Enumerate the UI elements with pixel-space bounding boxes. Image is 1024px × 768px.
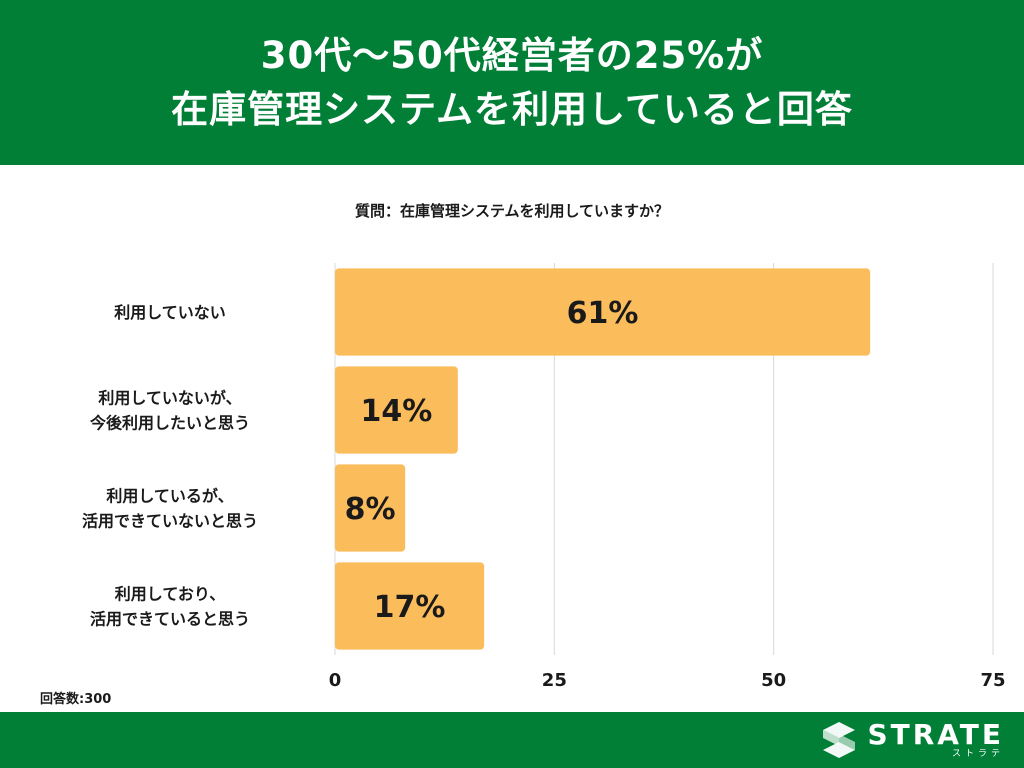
category-label-4-line2: 活用できていると思う xyxy=(90,610,250,629)
response-count: 回答数:300 xyxy=(40,692,112,707)
footer-banner: STRATE ストラテ xyxy=(0,712,1024,768)
strate-logo-icon xyxy=(823,722,856,758)
bar-2 xyxy=(335,366,458,454)
category-label-4-line1: 利用しており、 xyxy=(115,585,225,604)
x-tick-label-0: 0 xyxy=(329,670,342,691)
header-banner: 30代〜50代経営者の25%が 在庫管理システムを利用していると回答 xyxy=(0,0,1024,165)
bar-4 xyxy=(335,562,485,650)
bar-3 xyxy=(335,464,406,552)
logo-wordmark: STRATE xyxy=(867,718,1004,751)
logo-kana: ストラテ xyxy=(951,749,1004,759)
bar-value-label-3: 8% xyxy=(345,492,396,527)
page-title-line2: 在庫管理システムを利用していると回答 xyxy=(171,87,853,131)
category-label-3-line1: 利用しているが、 xyxy=(106,487,233,506)
page-title-line1: 30代〜50代経営者の25%が xyxy=(260,33,764,77)
category-label-1-line1: 利用していない xyxy=(114,303,226,322)
x-tick-label-50: 50 xyxy=(761,670,786,691)
category-label-2-line2: 今後利用したいと思う xyxy=(89,414,250,433)
category-label-3-line2: 活用できていないと思う xyxy=(82,512,258,531)
survey-question: 質問：在庫管理システムを利用していますか？ xyxy=(354,202,670,220)
strate-logo: STRATE ストラテ xyxy=(821,716,1004,764)
x-tick-label-25: 25 xyxy=(542,670,567,691)
category-label-2-line1: 利用していないが、 xyxy=(98,389,241,408)
bar-1 xyxy=(335,268,871,356)
bar-value-label-2: 14% xyxy=(361,394,433,429)
x-tick-label-75: 75 xyxy=(980,670,1005,691)
bar-value-label-1: 61% xyxy=(567,296,639,331)
bar-chart: 0 25 50 75 61% 利用していない 14% 利用していないが、今後利用したいと思う 8… xyxy=(82,263,1006,691)
bar-value-label-4: 17% xyxy=(374,590,446,625)
